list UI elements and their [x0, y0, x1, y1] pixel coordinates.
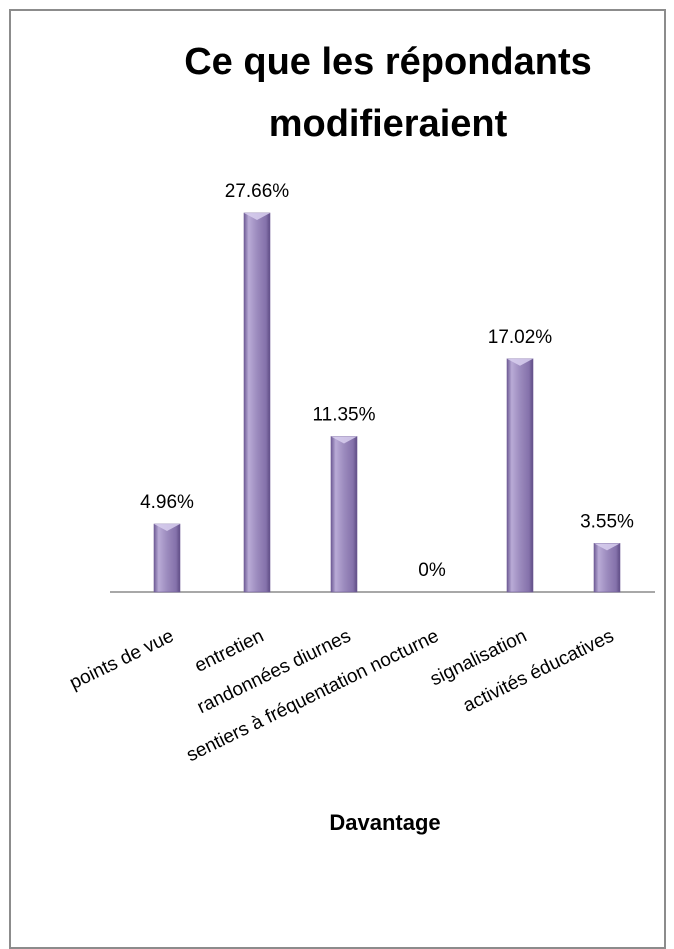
data-label-4: 17.02% [488, 327, 553, 348]
chart-title-line-1: Ce que les répondants [184, 41, 592, 83]
bar-cap-1 [244, 213, 270, 220]
x-axis-title: Davantage [329, 810, 440, 835]
data-label-1: 27.66% [225, 181, 290, 202]
data-labels-group: 4.96% 27.66% 11.35% 0% 17.02% 3.55% [140, 181, 634, 581]
data-label-5: 3.55% [580, 511, 634, 532]
bar-2 [330, 436, 358, 593]
bar-1 [243, 212, 271, 593]
chart-title-line-2: modifieraient [269, 103, 508, 145]
bar-cap-2 [331, 436, 357, 444]
bars-group [153, 212, 621, 593]
data-label-0: 4.96% [140, 492, 194, 513]
bar-5 [593, 543, 621, 593]
category-label-0: points de vue [66, 626, 177, 694]
bar-cap-5 [594, 543, 620, 551]
bar-4 [506, 358, 534, 593]
bar-cap-4 [507, 358, 533, 366]
bar-0 [153, 523, 181, 593]
data-label-2: 11.35% [312, 404, 375, 425]
data-label-3: 0% [418, 560, 446, 581]
category-label-5: activités éducatives [460, 626, 617, 717]
bar-cap-0 [154, 524, 180, 532]
